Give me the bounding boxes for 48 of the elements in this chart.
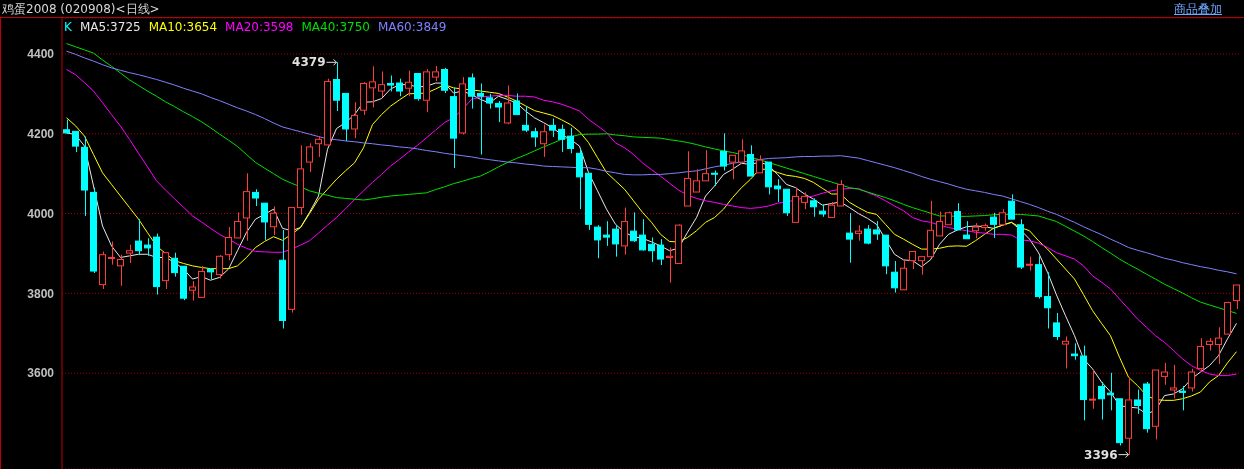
candlestick: [1080, 345, 1087, 421]
candlestick: [1062, 335, 1069, 369]
candlestick: [99, 250, 106, 290]
text: MA10:3654: [148, 20, 218, 34]
y-tick-label: 4000: [27, 206, 55, 221]
candlestick: [135, 218, 142, 256]
candlestick: [666, 246, 673, 284]
annotation: 4379: [292, 55, 326, 70]
candlestick: [810, 197, 817, 218]
text: MA40:3750: [301, 20, 370, 34]
candlestick: [1134, 389, 1141, 415]
candlestick: [1071, 342, 1078, 361]
line-series: [66, 43, 1237, 314]
text: MA5:3725: [79, 20, 141, 34]
y-tick-label: 3600: [27, 366, 55, 381]
candlestick: [297, 144, 304, 216]
candlestick: [216, 255, 223, 280]
candlestick: [108, 241, 115, 266]
text: K: [64, 20, 72, 34]
candlestick: [990, 212, 997, 239]
candlestick: [1125, 376, 1132, 456]
line-series: [66, 50, 1237, 275]
candlestick: [243, 172, 250, 242]
y-tick-label: 3800: [27, 286, 55, 301]
text: MA60:3849: [377, 20, 447, 34]
candlestick: [369, 65, 376, 108]
candlestick: [495, 100, 502, 123]
candlestick: [1035, 255, 1042, 300]
candlestick: [711, 169, 718, 187]
text: 商品叠加: [1174, 1, 1222, 18]
candlestick: [846, 212, 853, 264]
candlestick: [1098, 381, 1105, 421]
text: MA20:3598: [225, 20, 294, 34]
candlestick: [1179, 385, 1186, 411]
candlestick: [279, 229, 286, 330]
candlestick: [630, 211, 637, 242]
annotation: 3396: [1084, 447, 1118, 462]
candlestick: [468, 72, 475, 110]
y-tick-label: 4200: [27, 127, 55, 141]
candlestick: [81, 136, 88, 217]
y-tick-label: 4400: [27, 47, 55, 62]
candlestick: [891, 260, 898, 294]
candlestick: [270, 205, 277, 236]
chart-title: 鸡蛋2008 (020908)<日线>: [2, 1, 160, 18]
candlestick: [333, 61, 340, 112]
candlestick: [1215, 326, 1222, 365]
candlestick: [477, 82, 484, 155]
candlestick: [1044, 271, 1051, 330]
